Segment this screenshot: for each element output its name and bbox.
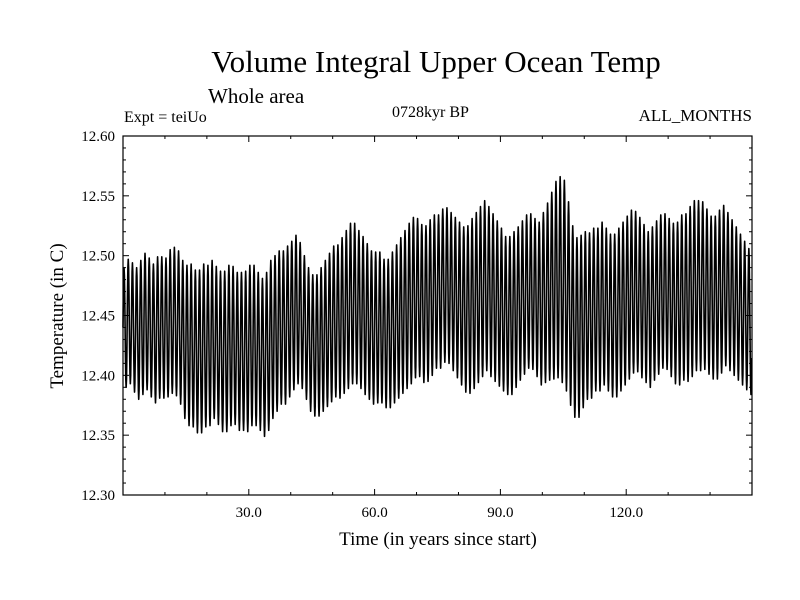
- x-tick-label: 30.0: [236, 505, 262, 521]
- period-label: 0728kyr BP: [392, 104, 469, 121]
- x-tick-label: 60.0: [361, 505, 387, 521]
- experiment-label: Expt = teiUo: [124, 109, 207, 126]
- y-tick-label: 12.45: [81, 309, 115, 325]
- y-tick-label: 12.55: [81, 189, 115, 205]
- chart-title: Volume Integral Upper Ocean Temp: [211, 44, 661, 79]
- x-axis-label: Time (in years since start): [339, 529, 537, 550]
- series-layer: [122, 175, 753, 438]
- months-label: ALL_MONTHS: [638, 106, 752, 125]
- y-tick-label: 12.40: [81, 368, 115, 384]
- data-series-line-0: [122, 175, 753, 438]
- x-tick-label: 120.0: [609, 505, 643, 521]
- y-tick-label: 12.50: [81, 249, 115, 265]
- axes-layer: 12.30 12.35 12.40 12.45 12.50 12.55 12.60 30.0 6…: [81, 129, 753, 521]
- y-tick-label: 12.60: [81, 129, 115, 145]
- y-tick-label: 12.35: [81, 428, 115, 444]
- chart-subtitle: Whole area: [208, 84, 305, 108]
- x-tick-label: 90.0: [487, 505, 513, 521]
- y-tick-label: 12.30: [81, 488, 115, 504]
- y-axis-label: Temperature (in C): [47, 243, 68, 388]
